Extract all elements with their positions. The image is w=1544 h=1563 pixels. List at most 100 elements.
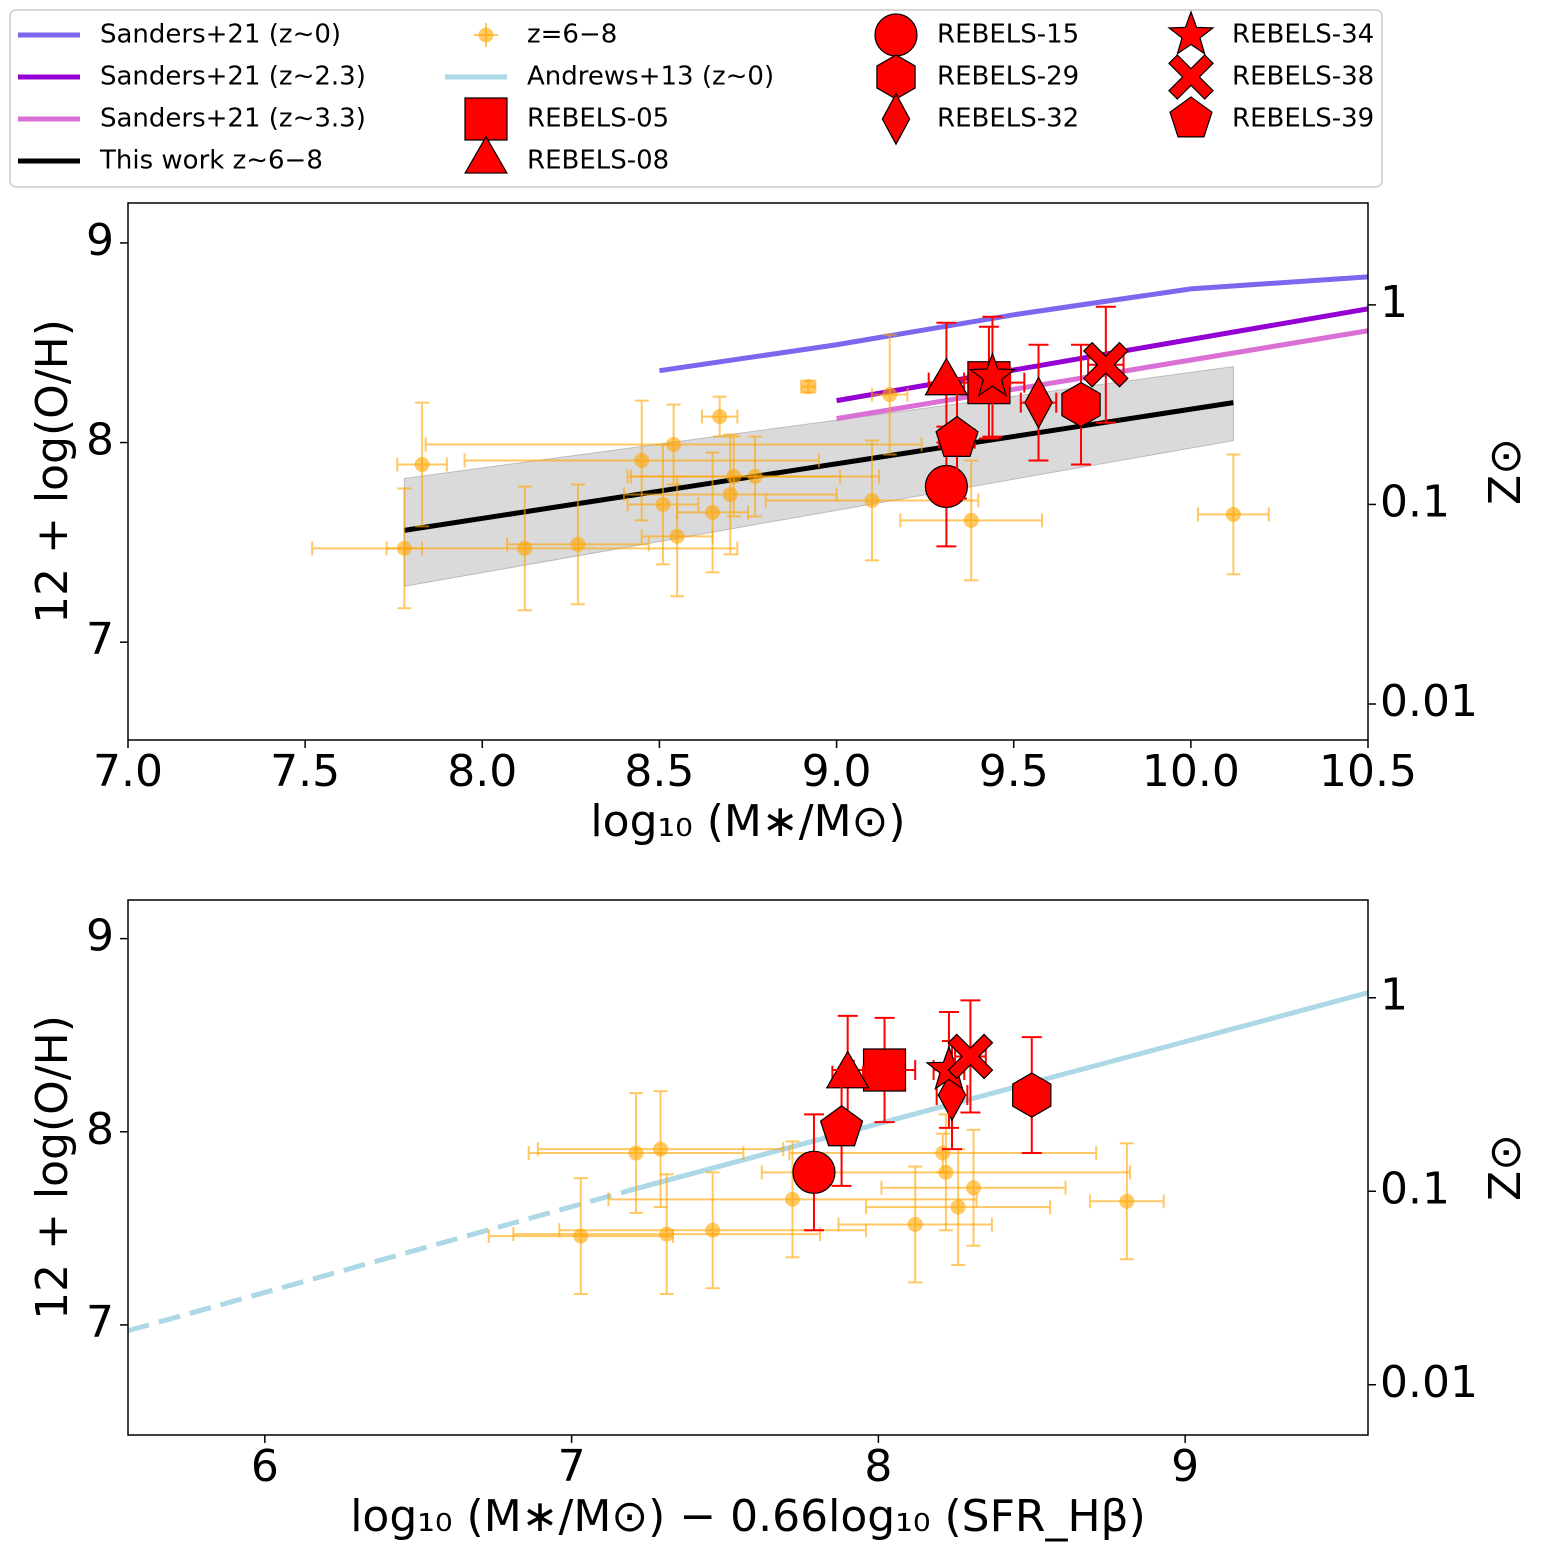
point	[634, 453, 650, 469]
y-axis-label: 12 + log(O/H)	[27, 319, 78, 624]
point	[722, 486, 738, 502]
legend-entry: REBELS-29	[876, 54, 1079, 100]
point	[963, 512, 979, 528]
x-tick-label: 6	[251, 1441, 279, 1492]
legend-entry: Sanders+21 (z∼0)	[18, 20, 341, 50]
panel: 7.0 7.5 8.0 8.5 9.0 9.5 10.0 10.5 7 8 9 0.01 0.1 1 log…	[27, 202, 1531, 847]
point	[882, 387, 898, 403]
legend-entry: Sanders+21 (z∼2.3)	[18, 62, 366, 92]
marker	[1082, 341, 1129, 388]
x-tick-label: 10.5	[1319, 746, 1417, 797]
y-tick-label: 8	[86, 1104, 114, 1155]
marker	[792, 1150, 836, 1194]
x-tick-label: 10.0	[1142, 746, 1240, 797]
legend: Sanders+21 (z∼0) Sanders+21 (z∼2.3) Sander…	[9, 9, 1383, 188]
point	[573, 1228, 589, 1244]
line	[659, 274, 1368, 374]
marker	[947, 1033, 994, 1080]
y-tick-label: 7	[86, 614, 114, 665]
plot-area	[128, 990, 1368, 1334]
legend-entry: z=6−8	[474, 20, 617, 50]
point	[414, 457, 430, 473]
y2-axis-label: Z⊙	[1480, 1134, 1531, 1201]
legend-frame	[9, 9, 1383, 188]
legend-label: This work z∼6−8	[99, 146, 323, 176]
legend-label: REBELS-32	[937, 104, 1079, 134]
marker	[1012, 1072, 1052, 1118]
y2-tick-label: 0.1	[1380, 1163, 1450, 1214]
point	[712, 409, 728, 425]
x-tick-label: 7.0	[93, 746, 163, 797]
point	[950, 1199, 966, 1215]
legend-entry: This work z∼6−8	[18, 146, 323, 176]
marker	[1168, 54, 1214, 100]
line	[128, 1185, 640, 1334]
y2-axis-label: Z⊙	[1480, 438, 1531, 505]
error-bar	[1089, 1142, 1165, 1261]
y2-tick-label: 0.01	[1380, 676, 1478, 727]
point	[666, 437, 682, 453]
point	[517, 540, 533, 556]
legend-label: REBELS-05	[527, 104, 669, 134]
marker	[968, 351, 1017, 397]
y-tick-label: 9	[86, 911, 114, 962]
point	[864, 492, 880, 508]
legend-label: Sanders+21 (z∼0)	[100, 20, 341, 50]
x-axis-label: log₁₀ (M∗/M⊙) − 0.66log₁₀ (SFR_Hβ)	[350, 1491, 1146, 1542]
axes-frame	[127, 202, 1369, 741]
legend-label: REBELS-39	[1232, 104, 1374, 134]
point	[659, 1226, 675, 1242]
legend-entry: REBELS-34	[1167, 10, 1374, 56]
x-tick-label: 9.0	[802, 746, 872, 797]
y-tick-label: 9	[86, 215, 114, 266]
legend-label: Andrews+13 (z∼0)	[527, 62, 774, 92]
x-tick-label: 9	[1171, 1441, 1199, 1492]
legend-entry: Sanders+21 (z∼3.3)	[18, 104, 366, 134]
x-tick-label: 8.5	[624, 746, 694, 797]
marker	[881, 92, 911, 146]
point	[907, 1216, 923, 1232]
point	[570, 536, 586, 552]
legend-entry: Andrews+13 (z∼0)	[445, 62, 774, 92]
point	[705, 1222, 721, 1238]
x-tick-label: 7.5	[270, 746, 340, 797]
marker	[862, 1048, 907, 1092]
point	[800, 379, 816, 395]
x-tick-label: 7	[558, 1441, 586, 1492]
point	[653, 1141, 669, 1157]
point	[935, 1145, 951, 1161]
legend-label: REBELS-34	[1232, 20, 1374, 50]
panel: 6 7 8 9 7 8 9 0.01 0.1 1 log₁₀ (M∗/M⊙) − 0.66log₁₀…	[27, 899, 1531, 1542]
point	[669, 528, 685, 544]
legend-entry: REBELS-38	[1168, 54, 1374, 100]
point	[965, 1180, 981, 1196]
x-axis-label: log₁₀ (M∗/M⊙)	[590, 796, 905, 847]
y-tick-label: 8	[86, 415, 114, 466]
marker	[1167, 10, 1215, 56]
point	[1119, 1193, 1135, 1209]
legend-label: REBELS-29	[937, 62, 1079, 92]
legend-point	[478, 27, 494, 43]
point	[784, 1191, 800, 1207]
legend-entry: REBELS-32	[881, 92, 1079, 146]
point	[938, 1164, 954, 1180]
marker	[464, 97, 508, 141]
legend-label: z=6−8	[527, 20, 617, 50]
legend-label: REBELS-38	[1232, 62, 1374, 92]
point	[655, 496, 671, 512]
marker	[935, 415, 979, 458]
legend-entry: REBELS-08	[464, 135, 669, 176]
marker	[1169, 96, 1213, 138]
marker	[1061, 381, 1101, 428]
y2-tick-label: 0.01	[1380, 1357, 1478, 1408]
x-tick-label: 8	[864, 1441, 892, 1492]
legend-entry: REBELS-15	[874, 13, 1079, 57]
marker	[874, 13, 918, 57]
legend-entry: REBELS-05	[464, 97, 669, 141]
legend-entry: REBELS-39	[1169, 96, 1374, 138]
legend-label: REBELS-08	[527, 146, 669, 176]
legend-label: Sanders+21 (z∼2.3)	[100, 62, 366, 92]
legend-label: REBELS-15	[937, 20, 1079, 50]
marker	[924, 464, 969, 509]
